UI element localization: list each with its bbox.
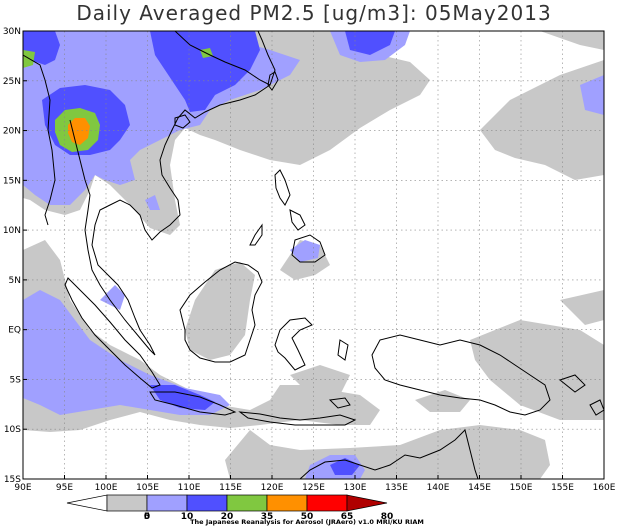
lon-tick-label: 145E <box>468 483 491 493</box>
latitude-tick-labels: 30N 25N 20N 15N 10N 5N EQ 5S 10S 15S <box>3 27 27 485</box>
colorbar-segment <box>226 494 268 512</box>
colorbar <box>66 494 388 512</box>
map-area <box>23 31 604 479</box>
colorbar-level-label: 10 <box>181 512 194 522</box>
colorbar-labels: 05 10 20 35 50 65 80 <box>144 512 393 522</box>
colorbar-level-label: 5 <box>144 512 150 522</box>
lat-tick-label: EQ <box>8 326 21 336</box>
colorbar-segment <box>266 494 308 512</box>
lat-tick-label: 15N <box>3 176 21 186</box>
colorbar-segment <box>186 494 228 512</box>
colorbar-level-label: 65 <box>341 512 354 522</box>
map-title: Daily Averaged PM2.5 [ug/m3]: 05May2013 <box>76 1 551 25</box>
lon-tick-label: 100E <box>95 483 118 493</box>
pm25-field-50-65 <box>68 118 90 145</box>
lat-tick-label: 30N <box>3 27 21 37</box>
colorbar-level-label: 35 <box>261 512 274 522</box>
colorbar-level-label: 80 <box>381 512 394 522</box>
lat-tick-label: 15S <box>4 475 21 485</box>
lon-tick-label: 130E <box>344 483 367 493</box>
colorbar-segment <box>306 494 348 512</box>
lat-tick-label: 10S <box>4 425 21 435</box>
lon-tick-label: 110E <box>178 483 201 493</box>
lat-tick-label: 10N <box>3 226 21 236</box>
coastlines <box>23 31 604 479</box>
lon-tick-label: 125E <box>302 483 325 493</box>
lon-tick-label: 95E <box>56 483 73 493</box>
lon-tick-label: 150E <box>510 483 533 493</box>
lat-tick-label: 5N <box>9 276 21 286</box>
colorbar-level-label: 20 <box>221 512 234 522</box>
lat-tick-label: 20N <box>3 127 21 137</box>
lon-tick-label: 105E <box>136 483 159 493</box>
lon-tick-label: 135E <box>385 483 408 493</box>
lon-tick-label: 90E <box>14 483 31 493</box>
longitude-tick-labels: 90E 95E 100E 105E 110E 115E 120E 125E 130E 135E 14… <box>14 475 616 493</box>
colorbar-high-triangle <box>346 494 388 512</box>
credit-text: The Japanese Reanalysis for Aerosol (JRA… <box>190 518 424 526</box>
lon-tick-label: 160E <box>593 483 616 493</box>
colorbar-segment <box>146 494 188 512</box>
lon-tick-label: 120E <box>261 483 284 493</box>
lat-tick-label: 5S <box>10 375 22 385</box>
lon-tick-label: 115E <box>219 483 242 493</box>
lon-tick-label: 155E <box>551 483 574 493</box>
colorbar-level-label: 0 <box>144 512 150 522</box>
lon-tick-label: 140E <box>427 483 450 493</box>
colorbar-segment <box>106 494 148 512</box>
lat-tick-label: 25N <box>3 77 21 87</box>
colorbar-level-label: 50 <box>301 512 314 522</box>
colorbar-low-triangle <box>66 494 108 512</box>
